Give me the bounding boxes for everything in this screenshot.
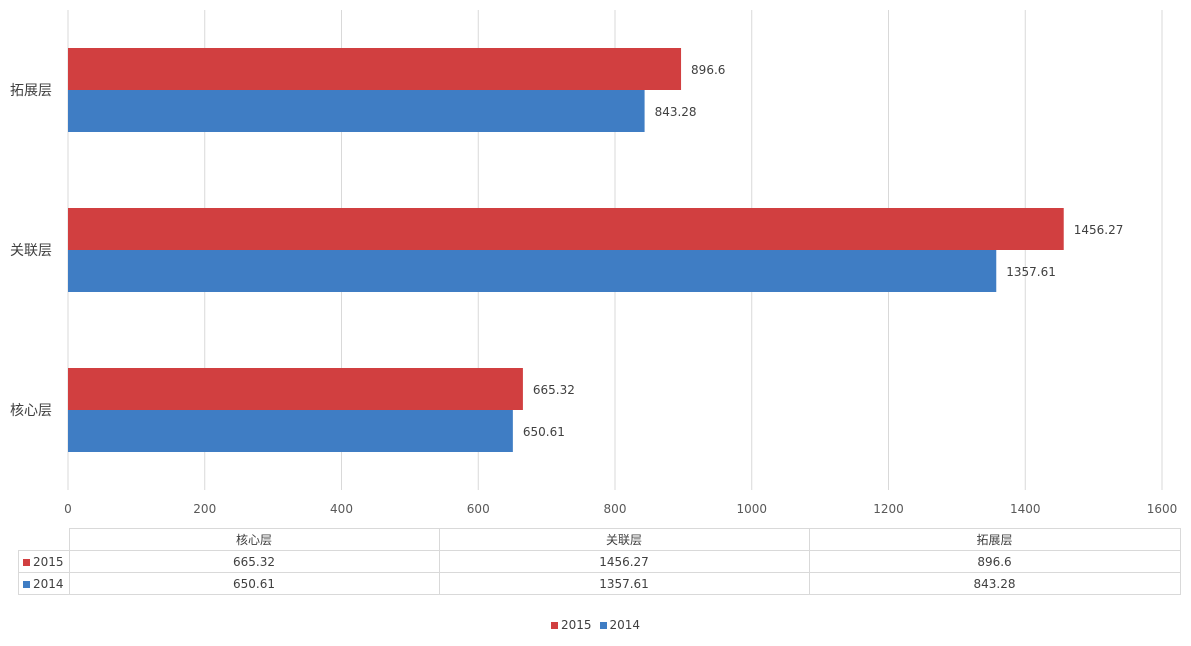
table-row: 2014 650.61 1357.61 843.28 bbox=[18, 572, 1181, 595]
legend-swatch bbox=[599, 622, 607, 629]
legend-item: 2014 bbox=[599, 618, 641, 632]
table-header-cell: 核心层 bbox=[68, 528, 440, 551]
x-tick-label: 800 bbox=[604, 502, 627, 516]
x-tick-label: 1000 bbox=[736, 502, 767, 516]
legend-label: 2015 bbox=[560, 618, 592, 632]
x-tick-label: 1600 bbox=[1147, 502, 1178, 516]
table-header-cell: 关联层 bbox=[438, 528, 810, 551]
bar-value-label: 896.6 bbox=[691, 63, 725, 77]
table-series-key: 2014 bbox=[18, 572, 70, 595]
table-cell: 1456.27 bbox=[438, 550, 810, 573]
bar-value-label: 1357.61 bbox=[1006, 265, 1056, 279]
x-tick-label: 1200 bbox=[873, 502, 904, 516]
bar-2015 bbox=[68, 48, 682, 90]
table-row: 2015 665.32 1456.27 896.6 bbox=[18, 550, 1181, 573]
table-cell: 896.6 bbox=[808, 550, 1181, 573]
x-tick-label: 0 bbox=[64, 502, 72, 516]
bar-value-label: 843.28 bbox=[655, 105, 697, 119]
table-series-key: 2015 bbox=[18, 550, 70, 573]
x-tick-label: 200 bbox=[193, 502, 216, 516]
bar-value-label: 650.61 bbox=[523, 425, 565, 439]
bar-value-label: 1456.27 bbox=[1074, 223, 1124, 237]
bar-value-label: 665.32 bbox=[533, 383, 575, 397]
bar-2015 bbox=[68, 368, 523, 410]
bar-2014 bbox=[68, 250, 997, 292]
bar-2014 bbox=[68, 90, 645, 132]
bar-2014 bbox=[68, 410, 513, 452]
series-name: 2015 bbox=[33, 554, 64, 569]
table-cell: 665.32 bbox=[68, 550, 440, 573]
legend-item: 2015 bbox=[550, 618, 592, 632]
table-cell: 843.28 bbox=[808, 572, 1181, 595]
table-corner bbox=[18, 528, 70, 551]
bar-chart: 0 200 400 600 800 1000 1200 1400 1600 核心层 665.32 65… bbox=[10, 10, 1178, 516]
y-category-label: 核心层 bbox=[10, 403, 52, 419]
legend: 2015 2014 bbox=[0, 618, 1191, 632]
legend-label: 2014 bbox=[609, 618, 641, 632]
y-category-label: 拓展层 bbox=[10, 83, 52, 99]
table-header-cell: 拓展层 bbox=[808, 528, 1181, 551]
x-tick-label: 1400 bbox=[1010, 502, 1041, 516]
table-cell: 1357.61 bbox=[438, 572, 810, 595]
legend-swatch bbox=[550, 622, 558, 629]
legend-swatch bbox=[23, 558, 30, 566]
bar-2015 bbox=[68, 208, 1064, 250]
x-tick-label: 600 bbox=[467, 502, 490, 516]
y-category-label: 关联层 bbox=[10, 243, 52, 259]
series-name: 2014 bbox=[33, 576, 64, 591]
table-cell: 650.61 bbox=[68, 572, 440, 595]
data-table: 核心层 关联层 拓展层 2015 665.32 1456.27 896.6 2014 650.6… bbox=[18, 528, 1181, 595]
x-tick-label: 400 bbox=[330, 502, 353, 516]
legend-swatch bbox=[23, 580, 30, 588]
